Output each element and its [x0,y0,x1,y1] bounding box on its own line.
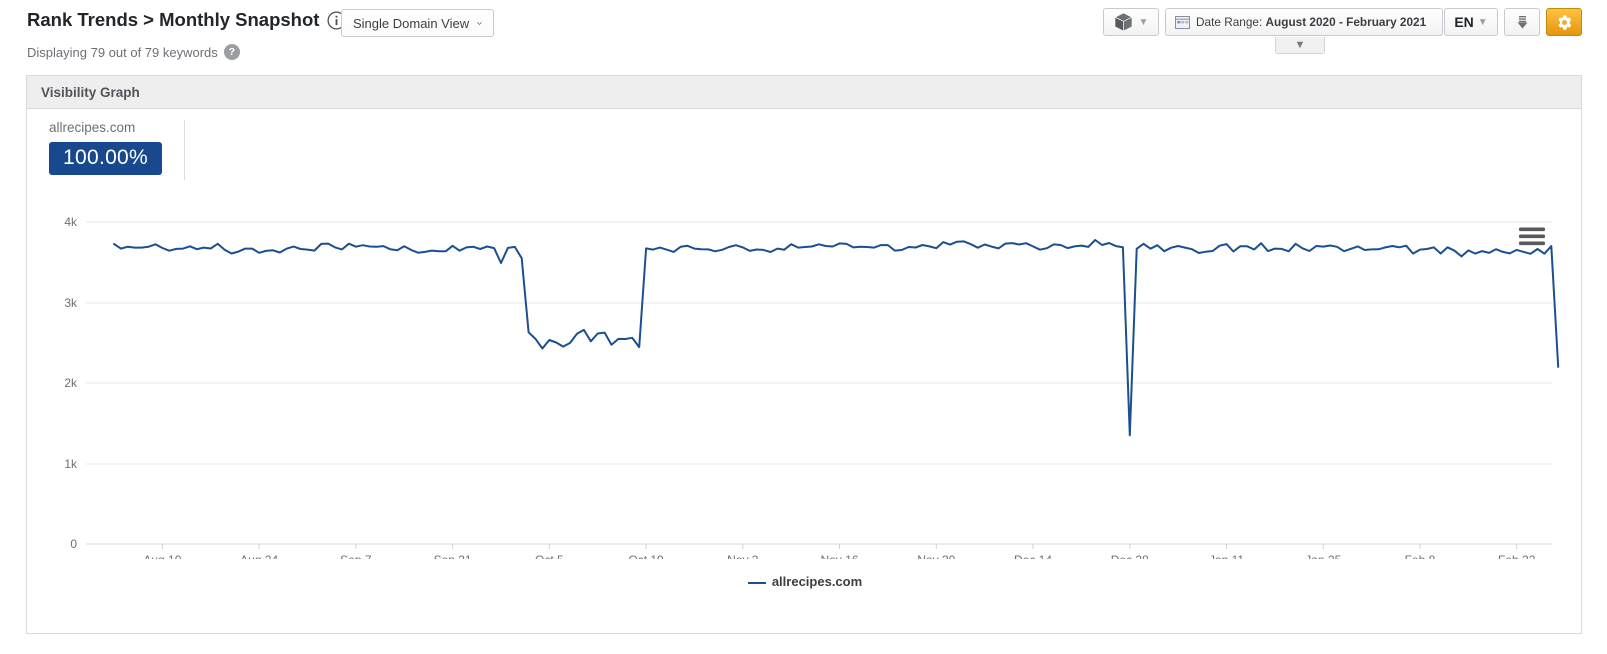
svg-text:2k: 2k [64,376,78,390]
svg-text:3k: 3k [64,296,78,310]
svg-text:Nov 30: Nov 30 [917,553,955,559]
svg-text:Sep 7: Sep 7 [340,553,372,559]
svg-text:Oct 5: Oct 5 [535,553,564,559]
svg-text:Dec 14: Dec 14 [1014,553,1052,559]
svg-text:Dec 28: Dec 28 [1111,553,1149,559]
svg-text:1k: 1k [64,457,78,471]
svg-text:Oct 19: Oct 19 [628,553,664,559]
svg-text:Feb 22: Feb 22 [1498,553,1536,559]
svg-text:Nov 2: Nov 2 [727,553,759,559]
svg-text:Sep 21: Sep 21 [434,553,472,559]
svg-text:4k: 4k [64,215,78,229]
svg-text:Nov 16: Nov 16 [821,553,859,559]
svg-text:Aug 24: Aug 24 [240,553,278,559]
svg-text:Feb 8: Feb 8 [1405,553,1436,559]
svg-text:0: 0 [70,537,77,551]
svg-text:Jan 25: Jan 25 [1305,553,1341,559]
svg-text:Aug 10: Aug 10 [143,553,181,559]
svg-text:Jan 11: Jan 11 [1209,553,1244,559]
